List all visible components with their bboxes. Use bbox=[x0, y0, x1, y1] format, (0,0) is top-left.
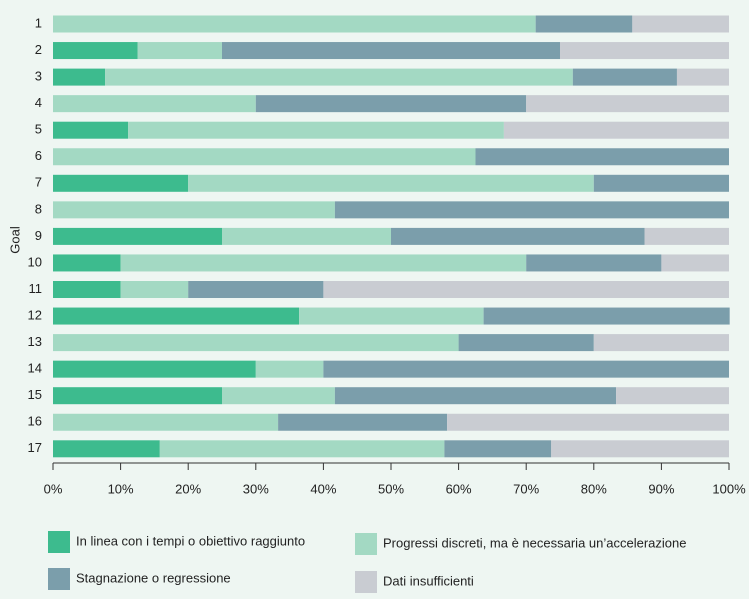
bar-segment bbox=[188, 281, 324, 298]
x-tick-label: 100% bbox=[712, 481, 746, 496]
bar-segment bbox=[53, 334, 459, 352]
bar-segment bbox=[53, 148, 476, 166]
bar-segment bbox=[188, 174, 594, 192]
bar-segment bbox=[53, 201, 335, 219]
bar-segment bbox=[53, 387, 222, 405]
y-tick-label: 10 bbox=[28, 254, 42, 269]
bar-segment bbox=[551, 440, 729, 458]
bar-segment bbox=[255, 360, 324, 378]
bar-segment bbox=[560, 42, 729, 60]
bar-segment bbox=[632, 15, 729, 33]
y-tick-label: 1 bbox=[35, 15, 42, 30]
bar-segment bbox=[572, 68, 677, 86]
bar-segment bbox=[616, 387, 729, 405]
bar-segment bbox=[526, 254, 662, 272]
bar-segment bbox=[661, 254, 729, 272]
bar-segment bbox=[483, 307, 730, 325]
bar-segment bbox=[120, 254, 527, 272]
bar-segment bbox=[53, 360, 256, 378]
legend-label: Stagnazione o regressione bbox=[76, 570, 231, 585]
x-tick-label: 50% bbox=[378, 481, 404, 496]
y-tick-label: 3 bbox=[35, 69, 42, 84]
bar-segment bbox=[444, 440, 552, 458]
legend-label: Progressi discreti, ma è necessaria un’a… bbox=[383, 535, 686, 550]
bar-segment bbox=[53, 15, 536, 33]
bar-segment bbox=[53, 254, 121, 272]
legend-swatch bbox=[355, 533, 377, 555]
y-tick-label: 4 bbox=[35, 95, 42, 110]
bar-segment bbox=[323, 360, 729, 378]
bar-segment bbox=[644, 227, 729, 245]
bar-segment bbox=[128, 121, 504, 139]
bar-segment bbox=[278, 413, 448, 431]
bar-segment bbox=[255, 95, 527, 113]
x-tick-label: 60% bbox=[446, 481, 472, 496]
x-tick-label: 80% bbox=[581, 481, 607, 496]
bar-segment bbox=[222, 387, 335, 405]
bar-segment bbox=[676, 68, 729, 86]
bar-segment bbox=[120, 281, 189, 298]
bar-segment bbox=[105, 68, 573, 86]
bar-segment bbox=[53, 227, 222, 245]
y-tick-label: 2 bbox=[35, 42, 42, 57]
bar-segment bbox=[53, 174, 189, 192]
y-tick-label: 16 bbox=[28, 414, 42, 429]
bar-segment bbox=[159, 440, 445, 458]
y-tick-label: 7 bbox=[35, 175, 42, 190]
y-tick-label: 15 bbox=[28, 387, 42, 402]
y-tick-label: 9 bbox=[35, 228, 42, 243]
legend-swatch bbox=[48, 531, 70, 553]
bar-segment bbox=[593, 174, 729, 192]
bar-segment bbox=[53, 440, 160, 458]
bar-segment bbox=[222, 227, 391, 245]
bar-segment bbox=[447, 413, 729, 431]
x-tick-label: 10% bbox=[108, 481, 134, 496]
bar-segment bbox=[53, 281, 121, 298]
bar-segment bbox=[323, 281, 729, 298]
legend-label: Dati insufficienti bbox=[383, 573, 474, 588]
bar-segment bbox=[475, 148, 729, 166]
y-tick-label: 5 bbox=[35, 122, 42, 137]
bar-segment bbox=[526, 95, 729, 113]
y-tick-label: 8 bbox=[35, 201, 42, 216]
bar-segment bbox=[334, 201, 729, 219]
x-tick-label: 30% bbox=[243, 481, 269, 496]
bar-segment bbox=[53, 121, 129, 139]
bar-segment bbox=[299, 307, 484, 325]
bar-segment bbox=[593, 334, 729, 352]
bar-segment bbox=[53, 413, 279, 431]
legend-label: In linea con i tempi o obiettivo raggiun… bbox=[76, 533, 305, 548]
bar-segment bbox=[53, 42, 138, 60]
y-tick-label: 14 bbox=[28, 361, 42, 376]
y-tick-label: 11 bbox=[29, 281, 43, 296]
y-tick-label: 12 bbox=[28, 307, 42, 322]
bar-segment bbox=[53, 307, 300, 325]
legend-swatch bbox=[48, 568, 70, 590]
bar-segment bbox=[334, 387, 617, 405]
x-tick-label: 0% bbox=[44, 481, 63, 496]
bar-segment bbox=[458, 334, 594, 352]
x-tick-label: 70% bbox=[513, 481, 539, 496]
bar-segment bbox=[503, 121, 729, 139]
y-tick-label: 6 bbox=[35, 148, 42, 163]
bar-segment bbox=[53, 68, 106, 86]
x-tick-label: 20% bbox=[175, 481, 201, 496]
x-tick-label: 40% bbox=[310, 481, 336, 496]
y-axis-label: Goal bbox=[7, 226, 22, 254]
bar-segment bbox=[391, 227, 645, 245]
y-tick-label: 13 bbox=[28, 334, 42, 349]
x-tick-label: 90% bbox=[648, 481, 674, 496]
legend-swatch bbox=[355, 571, 377, 593]
y-tick-label: 17 bbox=[28, 440, 42, 455]
bar-segment bbox=[137, 42, 222, 60]
bar-segment bbox=[53, 95, 256, 113]
bar-segment bbox=[535, 15, 633, 33]
bar-segment bbox=[222, 42, 560, 60]
